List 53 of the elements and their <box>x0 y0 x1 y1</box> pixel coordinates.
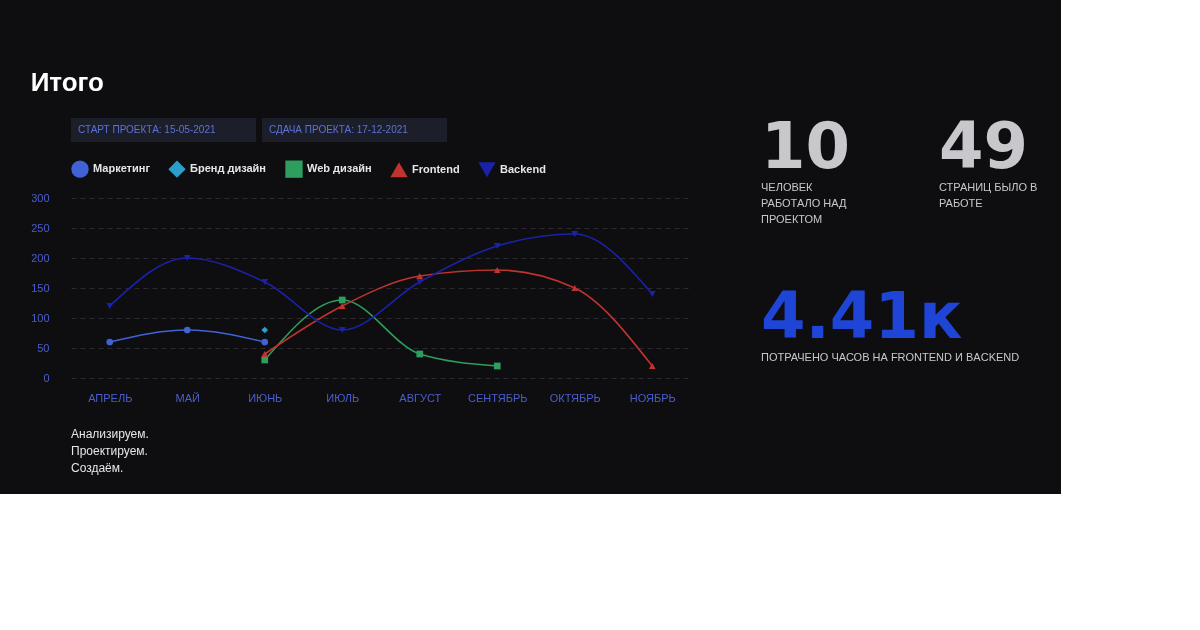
text: Проектируем. <box>71 444 148 458</box>
y-tick-label: 100 <box>31 311 50 324</box>
text: Анализируем. <box>71 427 149 441</box>
text: 49 <box>939 109 1029 183</box>
x-tick-label: АПРЕЛЬ <box>88 391 133 404</box>
point <box>106 338 114 346</box>
point <box>416 279 424 285</box>
text: ЧЕЛОВЕК РАБОТАЛО НАД ПРОЕКТОМ <box>761 181 847 225</box>
point <box>261 338 269 346</box>
x-tick-label: СЕНТЯБРЬ <box>468 391 528 404</box>
point <box>183 255 191 261</box>
point <box>571 285 579 291</box>
point <box>493 267 501 273</box>
point <box>261 351 269 357</box>
x-tick-label: МАЙ <box>175 391 200 404</box>
y-tick-label: 250 <box>31 221 50 234</box>
point <box>338 303 346 309</box>
point <box>493 243 501 249</box>
y-tick-label: 300 <box>31 191 50 204</box>
point <box>261 279 269 285</box>
y-tick-label: 150 <box>31 281 50 294</box>
text: СТАРТ ПРОЕКТА: 15-05-2021 <box>78 124 216 135</box>
point <box>493 362 501 370</box>
text: ПОТРАЧЕНО ЧАСОВ НА FRONTEND И BACKEND <box>761 351 1020 363</box>
point <box>261 356 269 364</box>
point <box>648 291 656 297</box>
text: СТРАНИЦ БЫЛО В РАБОТЕ <box>939 181 1038 209</box>
x-tick-label: ИЮЛЬ <box>326 391 360 404</box>
legend-label: Frontend <box>412 162 460 175</box>
point <box>571 231 579 237</box>
text: Создаём. <box>71 461 124 475</box>
point <box>416 273 424 279</box>
legend-label: Backend <box>500 162 546 175</box>
text: 4.41к <box>761 279 963 353</box>
text: 10 <box>761 109 851 183</box>
x-tick-label: НОЯБРЬ <box>629 391 676 404</box>
legend-label: Бренд дизайн <box>190 162 267 175</box>
point <box>648 363 656 369</box>
legend-label: Маркетинг <box>93 162 151 175</box>
point <box>338 296 346 304</box>
x-tick-label: АВГУСТ <box>399 391 442 404</box>
y-tick-label: 0 <box>43 371 50 384</box>
legend-label: Web дизайн <box>307 162 372 175</box>
y-tick-label: 50 <box>37 341 50 354</box>
chart-title: Итого <box>30 67 104 97</box>
y-tick-label: 200 <box>31 251 50 264</box>
point <box>183 326 191 334</box>
text: СДАЧА ПРОЕКТА: 17-12-2021 <box>269 124 409 135</box>
x-tick-label: ИЮНЬ <box>248 391 283 404</box>
x-tick-label: ОКТЯБРЬ <box>549 391 601 404</box>
point <box>338 327 346 333</box>
point <box>106 303 114 309</box>
point <box>416 350 424 358</box>
